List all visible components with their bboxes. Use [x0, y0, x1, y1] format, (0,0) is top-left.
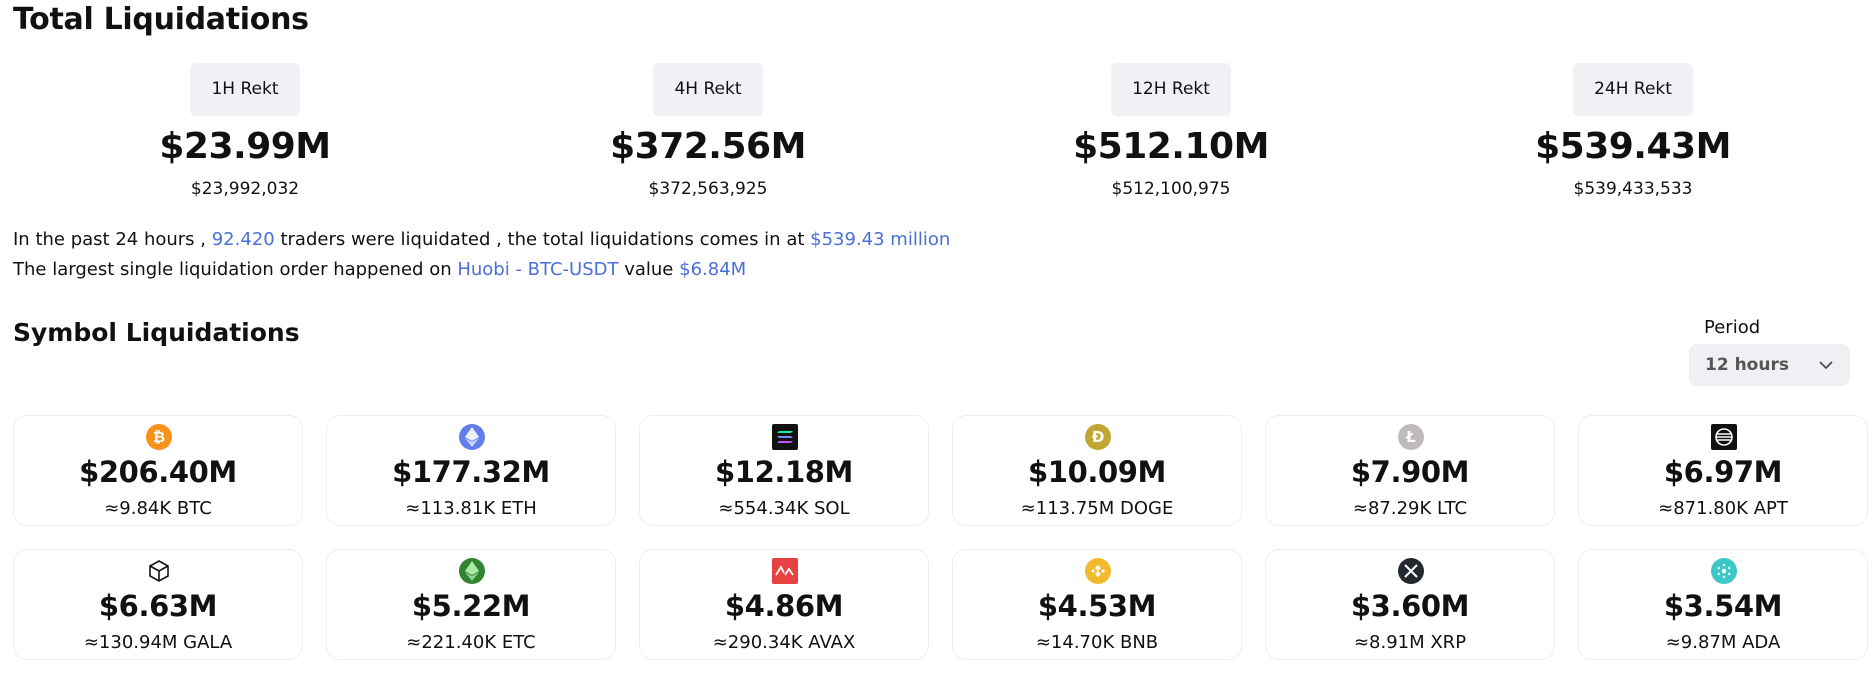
symbol-card-apt[interactable]: $6.97M ≈871.80K APT: [1578, 415, 1868, 526]
solana-icon: [772, 424, 798, 450]
largest-mid: value: [624, 259, 674, 280]
largest-order-value: $6.84M: [679, 259, 747, 280]
section-title-symbol-liquidations: Symbol Liquidations: [13, 318, 300, 347]
symbol-card-btc[interactable]: ₿ $206.40M ≈9.84K BTC: [13, 415, 303, 526]
rekt-4h-tab[interactable]: 4H Rekt: [653, 63, 763, 116]
largest-prefix: The largest single liquidation order hap…: [13, 259, 452, 280]
symbol-quantity: ≈9.87M ADA: [1665, 632, 1781, 653]
rekt-24h: 24H Rekt $539.43M $539,433,533: [1503, 63, 1763, 199]
avalanche-icon: [772, 558, 798, 584]
rekt-4h: 4H Rekt $372.56M $372,563,925: [578, 63, 838, 199]
rekt-24h-exact: $539,433,533: [1573, 179, 1693, 199]
rekt-1h-exact: $23,992,032: [190, 179, 300, 199]
traders-count: 92.420: [211, 229, 275, 250]
symbol-amount: $6.63M: [98, 589, 218, 623]
bnb-icon: [1085, 558, 1111, 584]
symbol-amount: $6.97M: [1663, 455, 1783, 489]
rekt-4h-amount: $372.56M: [610, 126, 806, 167]
period-label: Period: [1704, 317, 1761, 338]
symbol-card-bnb[interactable]: $4.53M ≈14.70K BNB: [952, 549, 1242, 660]
ethereum-icon: [459, 424, 485, 450]
period-value: 12 hours: [1705, 355, 1789, 375]
symbol-quantity: ≈290.34K AVAX: [712, 632, 856, 653]
rekt-24h-tab[interactable]: 24H Rekt: [1573, 63, 1693, 116]
symbol-grid: ₿ $206.40M ≈9.84K BTC $177.32M ≈113.81K …: [13, 415, 1868, 660]
symbol-amount: $3.54M: [1663, 589, 1783, 623]
symbol-card-gala[interactable]: $6.63M ≈130.94M GALA: [13, 549, 303, 660]
symbol-card-doge[interactable]: Ð $10.09M ≈113.75M DOGE: [952, 415, 1242, 526]
symbol-quantity: ≈113.75M DOGE: [1020, 498, 1174, 519]
symbol-amount: $5.22M: [411, 589, 531, 623]
rekt-12h-exact: $512,100,975: [1111, 179, 1231, 199]
symbol-amount: $4.53M: [1037, 589, 1157, 623]
symbol-card-eth[interactable]: $177.32M ≈113.81K ETH: [326, 415, 616, 526]
period-select[interactable]: 12 hours: [1689, 344, 1850, 386]
symbol-amount: $206.40M: [79, 455, 237, 489]
symbol-card-etc[interactable]: $5.22M ≈221.40K ETC: [326, 549, 616, 660]
symbol-amount: $12.18M: [715, 455, 853, 489]
symbol-quantity: ≈9.84K BTC: [104, 498, 212, 519]
symbol-quantity: ≈87.29K LTC: [1352, 498, 1468, 519]
symbol-amount: $10.09M: [1028, 455, 1166, 489]
rekt-12h: 12H Rekt $512.10M $512,100,975: [1041, 63, 1301, 199]
symbol-quantity: ≈113.81K ETH: [405, 498, 537, 519]
total-liquidations: $539.43 million: [810, 229, 951, 250]
aptos-icon: [1711, 424, 1737, 450]
chevron-down-icon: [1818, 355, 1834, 375]
rekt-4h-exact: $372,563,925: [648, 179, 768, 199]
dogecoin-icon: Ð: [1085, 424, 1111, 450]
symbol-amount: $3.60M: [1350, 589, 1470, 623]
summary-largest-line: The largest single liquidation order hap…: [13, 259, 746, 280]
symbol-card-ltc[interactable]: Ł $7.90M ≈87.29K LTC: [1265, 415, 1555, 526]
summary-mid: traders were liquidated , the total liqu…: [280, 229, 805, 250]
page-title: Total Liquidations: [13, 2, 309, 37]
rekt-12h-amount: $512.10M: [1073, 126, 1269, 167]
symbol-card-ada[interactable]: $3.54M ≈9.87M ADA: [1578, 549, 1868, 660]
summary-traders-line: In the past 24 hours , 92.420 traders we…: [13, 229, 950, 250]
xrp-icon: [1398, 558, 1424, 584]
symbol-amount: $177.32M: [392, 455, 550, 489]
symbol-quantity: ≈871.80K APT: [1658, 498, 1788, 519]
ethereum-classic-icon: [459, 558, 485, 584]
rekt-24h-amount: $539.43M: [1535, 126, 1731, 167]
gala-icon: [146, 558, 172, 584]
symbol-card-sol[interactable]: $12.18M ≈554.34K SOL: [639, 415, 929, 526]
rekt-12h-tab[interactable]: 12H Rekt: [1111, 63, 1231, 116]
symbol-quantity: ≈130.94M GALA: [83, 632, 233, 653]
cardano-icon: [1711, 558, 1737, 584]
rekt-1h: 1H Rekt $23.99M $23,992,032: [115, 63, 375, 199]
symbol-quantity: ≈8.91M XRP: [1353, 632, 1467, 653]
bitcoin-icon: ₿: [146, 424, 172, 450]
rekt-1h-amount: $23.99M: [159, 126, 331, 167]
symbol-amount: $4.86M: [724, 589, 844, 623]
summary-prefix: In the past 24 hours ,: [13, 229, 206, 250]
rekt-1h-tab[interactable]: 1H Rekt: [190, 63, 300, 116]
symbol-amount: $7.90M: [1350, 455, 1470, 489]
litecoin-icon: Ł: [1398, 424, 1424, 450]
symbol-quantity: ≈554.34K SOL: [718, 498, 850, 519]
symbol-quantity: ≈221.40K ETC: [406, 632, 536, 653]
largest-order-link[interactable]: Huobi - BTC-USDT: [457, 259, 619, 280]
symbol-quantity: ≈14.70K BNB: [1035, 632, 1159, 653]
symbol-card-xrp[interactable]: $3.60M ≈8.91M XRP: [1265, 549, 1555, 660]
symbol-card-avax[interactable]: $4.86M ≈290.34K AVAX: [639, 549, 929, 660]
